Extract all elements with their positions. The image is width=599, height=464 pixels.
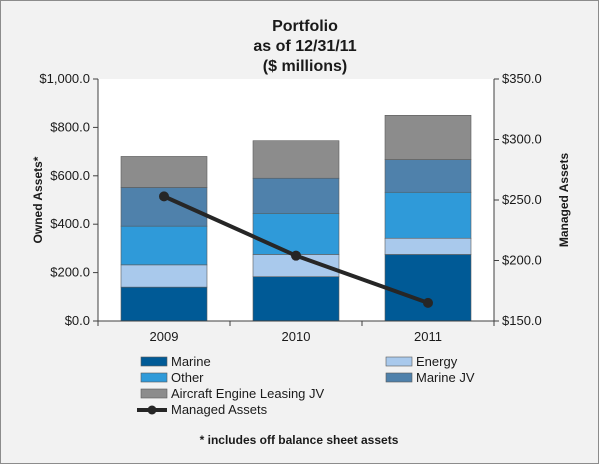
left-axis-ticks: $0.0 $200.0 $400.0 $600.0 $800.0 $1,000.0 [39, 71, 98, 328]
bar-marine-2011 [384, 254, 472, 322]
chart-legend: Marine Energy Other Marine JV Aircraft Engin… [137, 354, 475, 417]
legend-label-other: Other [171, 370, 204, 385]
left-tick-label: $200.0 [50, 265, 90, 280]
right-axis-title: Managed Assets [557, 153, 571, 248]
chart-title-line-3: ($ millions) [263, 58, 347, 75]
right-tick-label: $300.0 [502, 132, 542, 147]
bar-series-group [120, 115, 472, 322]
bar-marine-jv-2010 [252, 177, 340, 214]
bar-aircraft-engine-leasing-jv-2010 [252, 140, 340, 179]
x-tick-label: 2011 [414, 329, 442, 344]
legend-label-aircraft-engine-leasing-jv: Aircraft Engine Leasing JV [171, 386, 325, 401]
chart-title: Portfolio as of 12/31/11 ($ millions) [253, 18, 356, 75]
right-axis-ticks: $150.0 $200.0 $250.0 $300.0 $350.0 [494, 71, 542, 328]
managed-assets-point-2010 [291, 250, 301, 261]
bar-marine-2010 [252, 276, 340, 322]
legend-label-managed-assets: Managed Assets [171, 402, 268, 417]
legend-marker-managed-assets [147, 405, 157, 415]
managed-assets-point-2011 [423, 297, 433, 308]
legend-swatch-marine-jv [385, 372, 413, 383]
legend-swatch-other [140, 372, 168, 383]
legend-label-marine: Marine [171, 354, 211, 369]
chart-title-line-2: as of 12/31/11 [253, 38, 356, 55]
right-tick-label: $350.0 [502, 71, 542, 86]
bar-aircraft-engine-leasing-jv-2009 [120, 156, 208, 188]
left-tick-label: $800.0 [50, 119, 90, 134]
managed-assets-point-2009 [159, 191, 169, 202]
managed-assets-line-group [159, 191, 433, 308]
legend-label-energy: Energy [416, 354, 458, 369]
x-tick-label: 2009 [150, 329, 179, 344]
right-tick-label: $200.0 [502, 253, 542, 268]
bar-other-2010 [252, 213, 340, 255]
left-axis-title: Owned Assets* [31, 156, 45, 243]
bar-marine-2009 [120, 286, 208, 322]
chart-footnote: * includes off balance sheet assets [200, 433, 399, 447]
right-tick-label: $250.0 [502, 192, 542, 207]
left-tick-label: $0.0 [65, 313, 90, 328]
legend-swatch-aircraft-engine-leasing-jv [140, 388, 168, 399]
bar-other-2011 [384, 191, 472, 239]
chart-title-line-1: Portfolio [272, 18, 338, 35]
x-axis-ticks: 2009 2010 2011 [97, 321, 495, 344]
bar-aircraft-engine-leasing-jv-2011 [384, 115, 472, 160]
legend-swatch-energy [385, 356, 413, 367]
bar-energy-2009 [120, 264, 208, 288]
left-tick-label: $600.0 [50, 168, 90, 183]
x-tick-label: 2010 [282, 329, 311, 344]
legend-swatch-marine [140, 356, 168, 367]
legend-label-marine-jv: Marine JV [416, 370, 475, 385]
bar-energy-2011 [384, 237, 472, 255]
bar-marine-jv-2011 [384, 159, 472, 193]
left-tick-label: $400.0 [50, 216, 90, 231]
left-tick-label: $1,000.0 [39, 71, 90, 86]
right-tick-label: $150.0 [502, 313, 542, 328]
bar-other-2009 [120, 225, 208, 266]
